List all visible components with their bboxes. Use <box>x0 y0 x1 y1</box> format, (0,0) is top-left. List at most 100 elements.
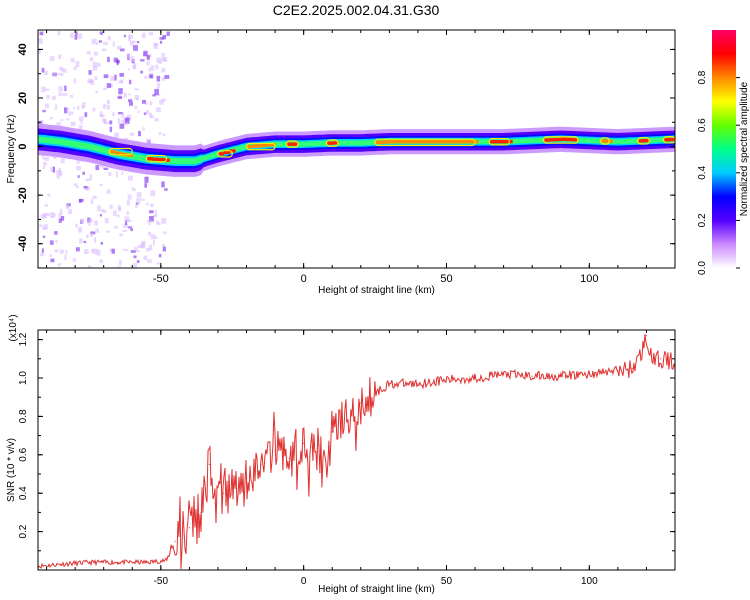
noise-speck <box>54 249 59 253</box>
snr-y-axis-label: SNR (10 * v/v) <box>6 438 17 502</box>
hot-core <box>157 157 165 162</box>
noise-speck <box>56 170 62 177</box>
noise-speck <box>84 112 88 118</box>
noise-speck <box>46 95 50 100</box>
noise-speck <box>38 266 41 268</box>
snr-point <box>560 375 562 377</box>
noise-speck <box>149 101 153 106</box>
noise-speck <box>134 95 139 100</box>
noise-speck <box>123 223 129 228</box>
noise-speck <box>156 82 161 89</box>
noise-speck <box>61 73 64 76</box>
noise-speck <box>58 66 64 71</box>
noise-speck <box>54 104 57 110</box>
noise-speck <box>114 74 117 81</box>
snr-point <box>88 561 91 563</box>
snr-point <box>360 402 362 404</box>
noise-speck <box>138 130 142 137</box>
noise-speck <box>50 212 54 218</box>
hot-core <box>326 141 333 145</box>
noise-speck <box>88 265 92 268</box>
noise-speck <box>49 254 52 257</box>
noise-speck <box>159 37 165 40</box>
noise-speck <box>77 226 83 233</box>
noise-speck <box>128 93 131 96</box>
noise-speck <box>146 247 150 252</box>
noise-speck <box>148 67 151 72</box>
y-axis-label: Frequency (Hz) <box>6 115 17 184</box>
y-tick-label: 0 <box>17 144 29 150</box>
noise-speck <box>79 198 84 202</box>
noise-speck <box>128 79 132 85</box>
hot-core <box>217 152 225 156</box>
noise-speck <box>127 219 132 222</box>
heatmap-frame <box>37 29 676 269</box>
noise-speck <box>98 40 103 43</box>
hot-core <box>403 140 410 144</box>
snr-y-tick-label: 0.4 <box>18 486 29 500</box>
hot-core <box>292 142 299 146</box>
noise-speck <box>66 118 70 121</box>
noise-speck <box>118 259 122 266</box>
noise-speck <box>134 247 138 253</box>
noise-speck <box>130 250 136 253</box>
hot-core <box>443 140 450 144</box>
noise-speck <box>148 112 152 118</box>
noise-speck <box>153 214 158 218</box>
noise-speck <box>72 258 76 262</box>
noise-speck <box>102 209 107 213</box>
noise-speck <box>97 205 101 212</box>
noise-speck <box>147 259 152 263</box>
hot-core <box>252 144 259 148</box>
snr-point <box>617 369 619 371</box>
noise-speck <box>162 246 166 252</box>
noise-speck <box>54 231 58 235</box>
noise-speck <box>134 204 138 208</box>
noise-speck <box>106 104 110 110</box>
noise-speck <box>83 249 89 254</box>
hot-core <box>263 143 270 147</box>
noise-speck <box>41 156 45 160</box>
noise-speck <box>104 217 109 224</box>
noise-speck <box>39 224 43 227</box>
noise-speck <box>123 122 128 125</box>
noise-speck <box>75 31 78 35</box>
snr-point <box>245 477 248 479</box>
noise-speck <box>52 213 56 218</box>
noise-speck <box>157 222 161 226</box>
noise-speck <box>69 94 74 98</box>
noise-speck <box>132 40 136 44</box>
noise-speck <box>130 228 133 232</box>
snr-point <box>588 373 590 375</box>
noise-speck <box>150 190 156 197</box>
hot-core-edge <box>543 136 579 144</box>
noise-speck <box>118 92 122 99</box>
noise-speck <box>113 57 118 63</box>
noise-speck <box>44 204 49 207</box>
hot-core <box>572 138 579 142</box>
hot-core <box>415 140 422 144</box>
noise-speck <box>83 240 87 244</box>
noise-speck <box>124 220 128 225</box>
noise-speck <box>123 248 128 251</box>
noise-speck <box>161 244 166 247</box>
hot-core <box>449 140 456 144</box>
noise-speck <box>45 213 51 216</box>
noise-speck <box>119 72 125 77</box>
noise-speck <box>161 53 165 58</box>
snr-point <box>214 502 216 504</box>
noise-speck <box>141 99 147 104</box>
noise-speck <box>132 65 136 70</box>
hot-core-edge <box>217 150 233 158</box>
noise-speck <box>148 31 154 36</box>
noise-speck <box>68 209 73 215</box>
noise-speck <box>58 167 62 172</box>
noise-speck <box>80 120 83 124</box>
hot-core <box>375 140 382 145</box>
noise-speck <box>52 73 56 77</box>
noise-speck <box>75 61 80 67</box>
noise-speck <box>144 75 148 79</box>
noise-speck <box>146 60 150 66</box>
noise-speck <box>90 249 95 253</box>
